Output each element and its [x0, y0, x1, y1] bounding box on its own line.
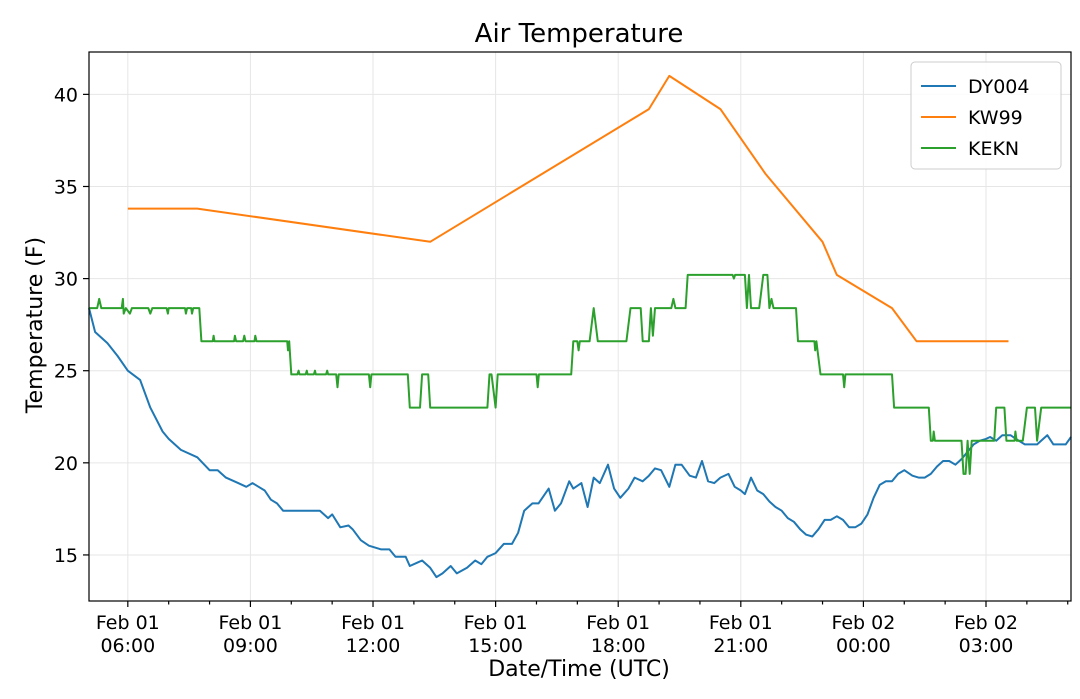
legend-label: KW99 — [968, 107, 1023, 129]
series-line-kw99 — [127, 74, 1009, 343]
chart-title: Air Temperature — [475, 19, 684, 49]
y-tick-label: 40 — [54, 84, 78, 106]
series-line-dy004 — [88, 307, 1072, 579]
legend-label: DY004 — [968, 76, 1029, 98]
y-tick-label: 25 — [54, 361, 78, 383]
y-tick-label: 30 — [54, 269, 78, 291]
x-tick-label-date: Feb 01 — [341, 612, 405, 634]
plot-frame — [88, 51, 1072, 602]
x-tick-label-time: 15:00 — [468, 635, 523, 657]
legend-box — [910, 61, 1062, 170]
series-line-kekn — [89, 273, 1071, 475]
x-tick-label-date: Feb 01 — [218, 612, 282, 634]
x-tick-label-date: Feb 02 — [954, 612, 1018, 634]
x-tick-label-date: Feb 02 — [831, 612, 895, 634]
y-tick-label: 20 — [54, 453, 78, 475]
x-tick-label-time: 12:00 — [346, 635, 401, 657]
x-tick-label-time: 18:00 — [591, 635, 646, 657]
x-tick-label-time: 03:00 — [959, 635, 1014, 657]
x-tick-label-date: Feb 01 — [709, 612, 773, 634]
x-tick-label-time: 00:00 — [836, 635, 891, 657]
x-tick-label-date: Feb 01 — [464, 612, 528, 634]
x-tick-label-date: Feb 01 — [96, 612, 160, 634]
x-axis-label: Date/Time (UTC) — [488, 657, 670, 682]
x-tick-label-time: 06:00 — [100, 635, 155, 657]
y-axis-label: Temperature (F) — [23, 237, 48, 414]
x-tick-label-time: 09:00 — [223, 635, 278, 657]
x-tick-label-time: 21:00 — [713, 635, 768, 657]
legend-label: KEKN — [968, 138, 1019, 160]
series-layer — [88, 74, 1072, 579]
x-tick-label-date: Feb 01 — [586, 612, 650, 634]
y-tick-label: 35 — [54, 176, 78, 198]
legend: DY004 KW99 KEKN — [910, 61, 1062, 170]
y-tick-label: 15 — [54, 545, 78, 567]
